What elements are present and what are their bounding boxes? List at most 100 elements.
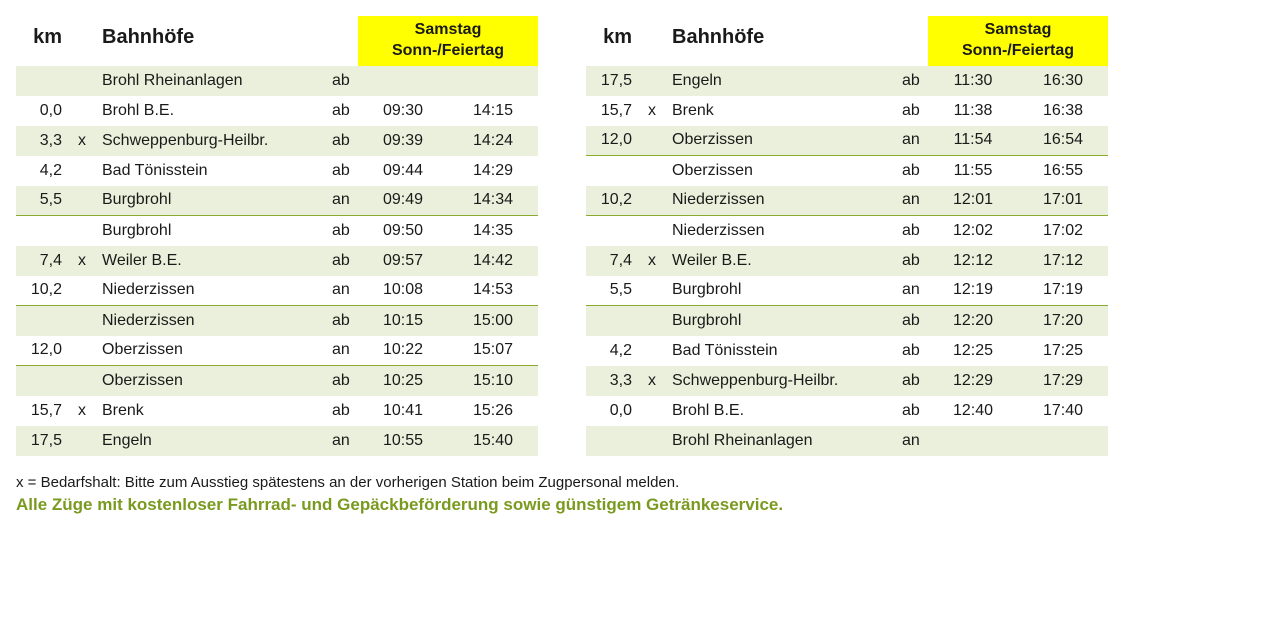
- cell-km: 4,2: [586, 336, 640, 366]
- table-row: 12,0Oberzissenan11:5416:54: [586, 126, 1108, 156]
- cell-time-1: [358, 66, 448, 96]
- timetable-right-body: 17,5Engelnab11:3016:3015,7xBrenkab11:381…: [586, 66, 1108, 456]
- cell-time-1: 10:25: [358, 366, 448, 396]
- cell-arrive-depart: ab: [894, 216, 928, 246]
- cell-km: 4,2: [16, 156, 70, 186]
- table-row: 5,5Burgbrohlan12:1917:19: [586, 276, 1108, 306]
- table-row: Niederzissenab12:0217:02: [586, 216, 1108, 246]
- cell-arrive-depart: ab: [324, 396, 358, 426]
- cell-station: Oberzissen: [94, 336, 324, 366]
- cell-time-2: 17:25: [1018, 336, 1108, 366]
- cell-km: 10,2: [16, 276, 70, 306]
- cell-arrive-depart: an: [894, 186, 928, 216]
- cell-bedarfshalt: [70, 306, 94, 336]
- cell-arrive-depart: an: [324, 186, 358, 216]
- cell-bedarfshalt: [640, 156, 664, 186]
- table-row: 10,2Niederzissenan10:0814:53: [16, 276, 538, 306]
- cell-bedarfshalt: x: [640, 96, 664, 126]
- table-row: 12,0Oberzissenan10:2215:07: [16, 336, 538, 366]
- header-day: Samstag Sonn-/Feiertag: [358, 16, 538, 66]
- cell-km: 17,5: [586, 66, 640, 96]
- table-row: 17,5Engelnab11:3016:30: [586, 66, 1108, 96]
- cell-station: Bad Tönisstein: [94, 156, 324, 186]
- cell-km: [16, 66, 70, 96]
- cell-time-1: 10:41: [358, 396, 448, 426]
- cell-bedarfshalt: [70, 336, 94, 366]
- cell-km: 0,0: [16, 96, 70, 126]
- cell-km: 7,4: [16, 246, 70, 276]
- table-row: 15,7xBrenkab10:4115:26: [16, 396, 538, 426]
- cell-arrive-depart: ab: [324, 66, 358, 96]
- cell-time-2: 16:38: [1018, 96, 1108, 126]
- cell-km: 12,0: [16, 336, 70, 366]
- cell-station: Oberzissen: [94, 366, 324, 396]
- cell-time-1: 12:19: [928, 276, 1018, 306]
- cell-arrive-depart: an: [324, 276, 358, 306]
- table-row: 3,3xSchweppenburg-Heilbr.ab12:2917:29: [586, 366, 1108, 396]
- cell-time-1: 11:30: [928, 66, 1018, 96]
- cell-station: Engeln: [664, 66, 894, 96]
- table-row: 5,5Burgbrohlan09:4914:34: [16, 186, 538, 216]
- cell-bedarfshalt: [70, 186, 94, 216]
- cell-bedarfshalt: x: [70, 126, 94, 156]
- header-km: km: [586, 16, 640, 66]
- table-row: Oberzissenab11:5516:55: [586, 156, 1108, 186]
- header-km: km: [16, 16, 70, 66]
- cell-bedarfshalt: [640, 336, 664, 366]
- footnotes: x = Bedarfshalt: Bitte zum Ausstieg spät…: [16, 474, 1272, 515]
- cell-time-1: 12:02: [928, 216, 1018, 246]
- cell-time-1: 09:49: [358, 186, 448, 216]
- table-row: 17,5Engelnan10:5515:40: [16, 426, 538, 456]
- table-row: Burgbrohlab12:2017:20: [586, 306, 1108, 336]
- cell-time-2: 15:10: [448, 366, 538, 396]
- table-row: 4,2Bad Tönissteinab09:4414:29: [16, 156, 538, 186]
- cell-bedarfshalt: x: [640, 366, 664, 396]
- cell-time-2: 15:07: [448, 336, 538, 366]
- timetable-right: km Bahnhöfe Samstag Sonn-/Feiertag 17,5E…: [586, 16, 1108, 456]
- cell-station: Weiler B.E.: [664, 246, 894, 276]
- cell-km: [586, 216, 640, 246]
- cell-station: Niederzissen: [664, 186, 894, 216]
- cell-station: Niederzissen: [94, 306, 324, 336]
- cell-arrive-depart: ab: [324, 306, 358, 336]
- cell-km: 12,0: [586, 126, 640, 156]
- cell-km: 7,4: [586, 246, 640, 276]
- cell-station: Burgbrohl: [94, 186, 324, 216]
- cell-time-2: 15:26: [448, 396, 538, 426]
- cell-time-1: [928, 426, 1018, 456]
- cell-time-1: 11:54: [928, 126, 1018, 156]
- cell-arrive-depart: ab: [894, 96, 928, 126]
- cell-time-2: 14:53: [448, 276, 538, 306]
- cell-arrive-depart: an: [894, 126, 928, 156]
- cell-time-1: 10:22: [358, 336, 448, 366]
- cell-bedarfshalt: [640, 216, 664, 246]
- cell-km: 17,5: [16, 426, 70, 456]
- cell-arrive-depart: ab: [324, 126, 358, 156]
- cell-arrive-depart: an: [894, 426, 928, 456]
- cell-arrive-depart: ab: [324, 216, 358, 246]
- cell-km: 0,0: [586, 396, 640, 426]
- cell-km: 5,5: [586, 276, 640, 306]
- cell-arrive-depart: ab: [324, 246, 358, 276]
- cell-km: [16, 216, 70, 246]
- cell-time-2: 14:24: [448, 126, 538, 156]
- cell-time-2: 17:40: [1018, 396, 1108, 426]
- cell-station: Brohl Rheinanlagen: [94, 66, 324, 96]
- cell-arrive-depart: ab: [894, 306, 928, 336]
- cell-time-1: 09:57: [358, 246, 448, 276]
- cell-station: Schweppenburg-Heilbr.: [94, 126, 324, 156]
- cell-bedarfshalt: [70, 96, 94, 126]
- table-row: Brohl Rheinanlagenab: [16, 66, 538, 96]
- cell-arrive-depart: an: [324, 426, 358, 456]
- cell-bedarfshalt: [70, 66, 94, 96]
- cell-bedarfshalt: [640, 306, 664, 336]
- cell-arrive-depart: ab: [324, 366, 358, 396]
- cell-time-2: 17:12: [1018, 246, 1108, 276]
- cell-arrive-depart: ab: [894, 156, 928, 186]
- cell-bedarfshalt: x: [70, 246, 94, 276]
- cell-time-2: 14:15: [448, 96, 538, 126]
- cell-arrive-depart: ab: [894, 366, 928, 396]
- cell-station: Niederzissen: [94, 276, 324, 306]
- table-row: 10,2Niederzissenan12:0117:01: [586, 186, 1108, 216]
- cell-time-2: 17:20: [1018, 306, 1108, 336]
